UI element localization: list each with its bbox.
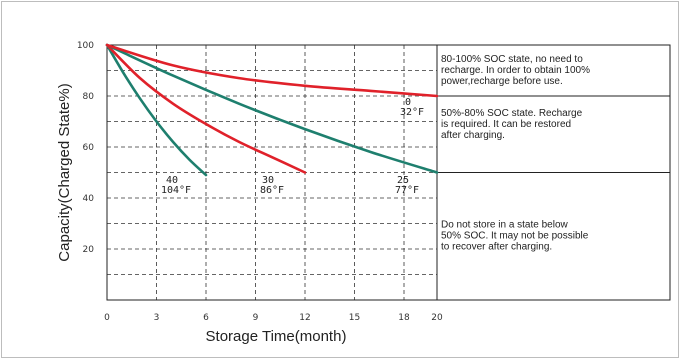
series-line-0c xyxy=(105,43,439,98)
zone-note-line: 50% SOC. It may not be possible xyxy=(441,231,589,242)
zone-note-line: is required. It can be restored xyxy=(441,119,571,130)
temp-label-fahrenheit: 86°F xyxy=(260,185,284,196)
y-tick-label: 40 xyxy=(83,194,95,204)
series-line-40c xyxy=(105,43,208,177)
x-tick-label: 9 xyxy=(253,313,259,323)
y-tick-label: 20 xyxy=(83,245,95,255)
x-tick-label: 6 xyxy=(203,313,209,323)
temp-label-celsius: 25 xyxy=(397,175,409,186)
zone-note-line: to recover after charging. xyxy=(441,242,552,253)
x-tick-label: 3 xyxy=(154,313,160,323)
temp-label-celsius: 0 xyxy=(405,97,411,108)
series-line-30c xyxy=(105,43,307,174)
x-tick-label: 0 xyxy=(104,313,110,323)
zone-note-line: power,recharge before use. xyxy=(441,76,563,87)
zone-note-line: after charging. xyxy=(441,130,505,141)
zone-note-line: Do not store in a state below xyxy=(441,220,569,231)
axis-ticks: 0 3 6 9 12 15 18 20 20 40 60 80 100 xyxy=(77,41,443,323)
series-lines xyxy=(105,43,439,177)
x-tick-label: 18 xyxy=(398,313,410,323)
x-tick-label: 20 xyxy=(431,313,443,323)
temp-label-celsius: 30 xyxy=(262,175,274,186)
series-line-25c xyxy=(105,43,439,174)
y-tick-label: 100 xyxy=(77,41,94,51)
y-axis-label: Capacity(Charged State%) xyxy=(56,83,73,261)
temp-label-fahrenheit: 77°F xyxy=(395,185,419,196)
zone-note-line: 80-100% SOC state, no need to xyxy=(441,54,583,65)
x-axis-label: Storage Time(month) xyxy=(206,328,347,345)
temp-label-fahrenheit: 104°F xyxy=(161,185,191,196)
temp-label-fahrenheit: 32°F xyxy=(400,107,424,118)
grid-lines xyxy=(107,45,437,300)
zone-note-line: 50%-80% SOC state. Recharge xyxy=(441,108,583,119)
x-tick-label: 15 xyxy=(349,313,360,323)
zone-note-line: recharge. In order to obtain 100% xyxy=(441,65,590,76)
temp-label-celsius: 40 xyxy=(166,175,178,186)
x-tick-label: 12 xyxy=(299,313,310,323)
y-tick-label: 80 xyxy=(83,92,95,102)
y-tick-label: 60 xyxy=(83,143,95,153)
